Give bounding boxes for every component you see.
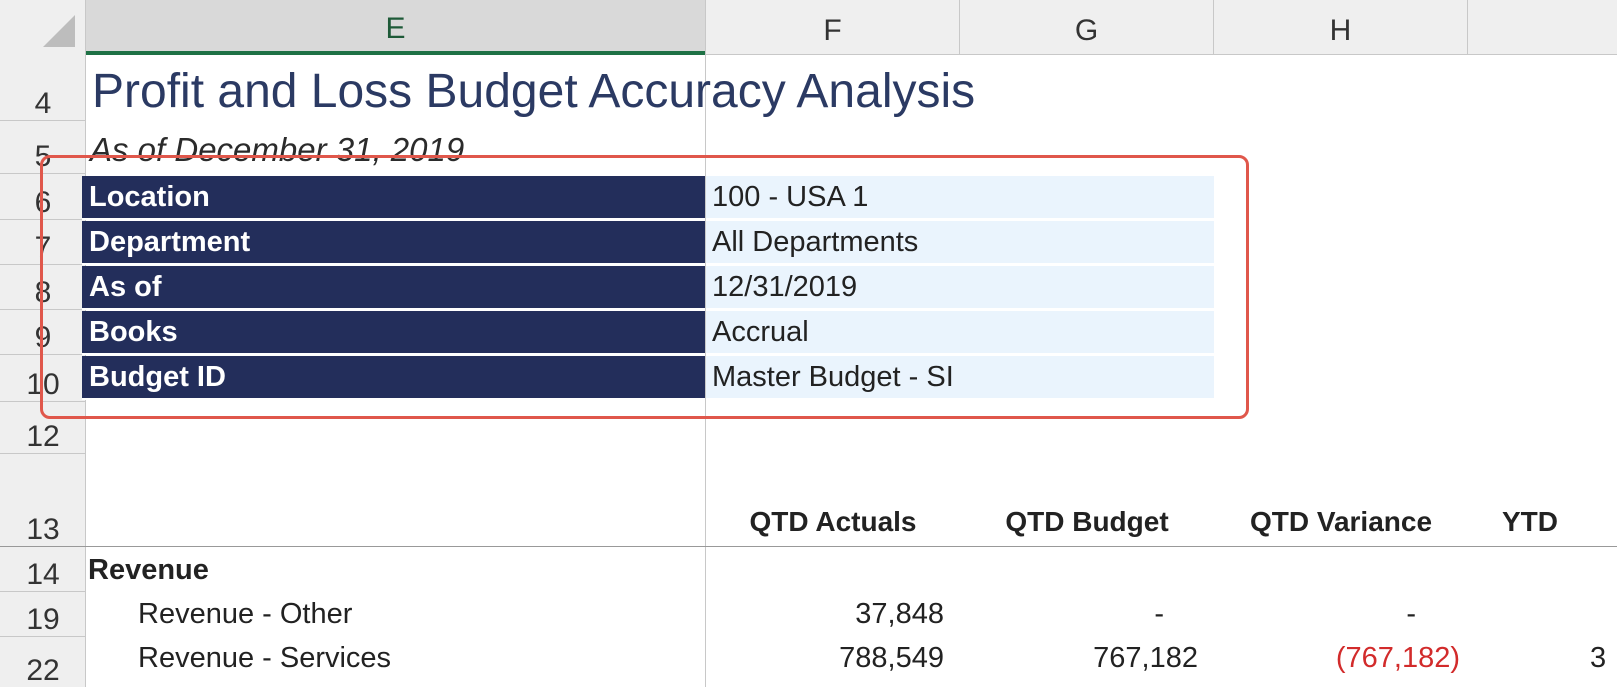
param-label-as-of[interactable]: As of xyxy=(82,266,705,310)
row-header-8[interactable]: 8 xyxy=(0,265,86,310)
row-header-6[interactable]: 6 xyxy=(0,174,86,220)
column-header-f[interactable]: F xyxy=(706,0,960,55)
cell-revenue-other-qtd-actuals[interactable]: 37,848 xyxy=(855,598,944,630)
cell-revenue-services-qtd-variance[interactable]: (767,182) xyxy=(1335,642,1460,674)
header-divider xyxy=(0,546,1617,547)
cell-revenue-services-ytd[interactable]: 3 xyxy=(1590,642,1607,674)
row-header-19[interactable]: 19 xyxy=(0,592,86,637)
line-label-revenue-other[interactable]: Revenue - Other xyxy=(138,598,353,630)
row-header-22[interactable]: 22 xyxy=(26,654,60,687)
highlight-box xyxy=(40,155,1249,419)
row-header-7[interactable]: 7 xyxy=(0,220,86,265)
cell-revenue-other-qtd-variance[interactable]: - xyxy=(1406,598,1416,630)
param-label-location[interactable]: Location xyxy=(82,176,705,220)
cell-revenue-other-qtd-budget[interactable]: - xyxy=(1154,598,1164,630)
header-qtd-actuals[interactable]: QTD Actuals xyxy=(749,506,917,537)
header-qtd-budget[interactable]: QTD Budget xyxy=(1005,506,1169,537)
param-value-budget-id[interactable]: Master Budget - SI xyxy=(706,356,1214,400)
param-value-department[interactable]: All Departments xyxy=(706,221,1214,265)
param-value-as-of[interactable]: 12/31/2019 xyxy=(706,266,1214,310)
row-header-10[interactable]: 10 xyxy=(0,355,86,402)
column-header-g[interactable]: G xyxy=(960,0,1214,55)
row-header-9[interactable]: 9 xyxy=(0,310,86,355)
report-title[interactable]: Profit and Loss Budget Accuracy Analysis xyxy=(92,65,976,118)
row-header-13[interactable]: 13 xyxy=(0,454,86,547)
param-label-department[interactable]: Department xyxy=(82,221,705,265)
param-value-location[interactable]: 100 - USA 1 xyxy=(706,176,1214,220)
cell-revenue-services-qtd-budget[interactable]: 767,182 xyxy=(1093,642,1198,674)
select-all-triangle-icon xyxy=(43,15,75,47)
line-label-revenue-services[interactable]: Revenue - Services xyxy=(138,642,392,674)
row-header-4[interactable]: 4 xyxy=(0,55,86,121)
param-label-books[interactable]: Books xyxy=(82,311,705,355)
row-header-12[interactable]: 12 xyxy=(0,402,86,454)
header-ytd[interactable]: YTD xyxy=(1502,506,1558,537)
section-revenue[interactable]: Revenue xyxy=(88,554,209,586)
header-qtd-variance[interactable]: QTD Variance xyxy=(1249,506,1433,537)
column-header-h[interactable]: H xyxy=(1214,0,1468,55)
column-header-e[interactable]: E xyxy=(86,0,706,55)
cell-revenue-services-qtd-actuals[interactable]: 788,549 xyxy=(839,642,944,674)
row-header-14[interactable]: 14 xyxy=(0,547,86,592)
param-value-books[interactable]: Accrual xyxy=(706,311,1214,355)
report-subtitle[interactable]: As of December 31, 2019 xyxy=(90,131,465,168)
param-label-budget-id[interactable]: Budget ID xyxy=(82,356,705,400)
select-all-corner[interactable] xyxy=(0,0,86,55)
column-e-boundary xyxy=(705,0,706,687)
